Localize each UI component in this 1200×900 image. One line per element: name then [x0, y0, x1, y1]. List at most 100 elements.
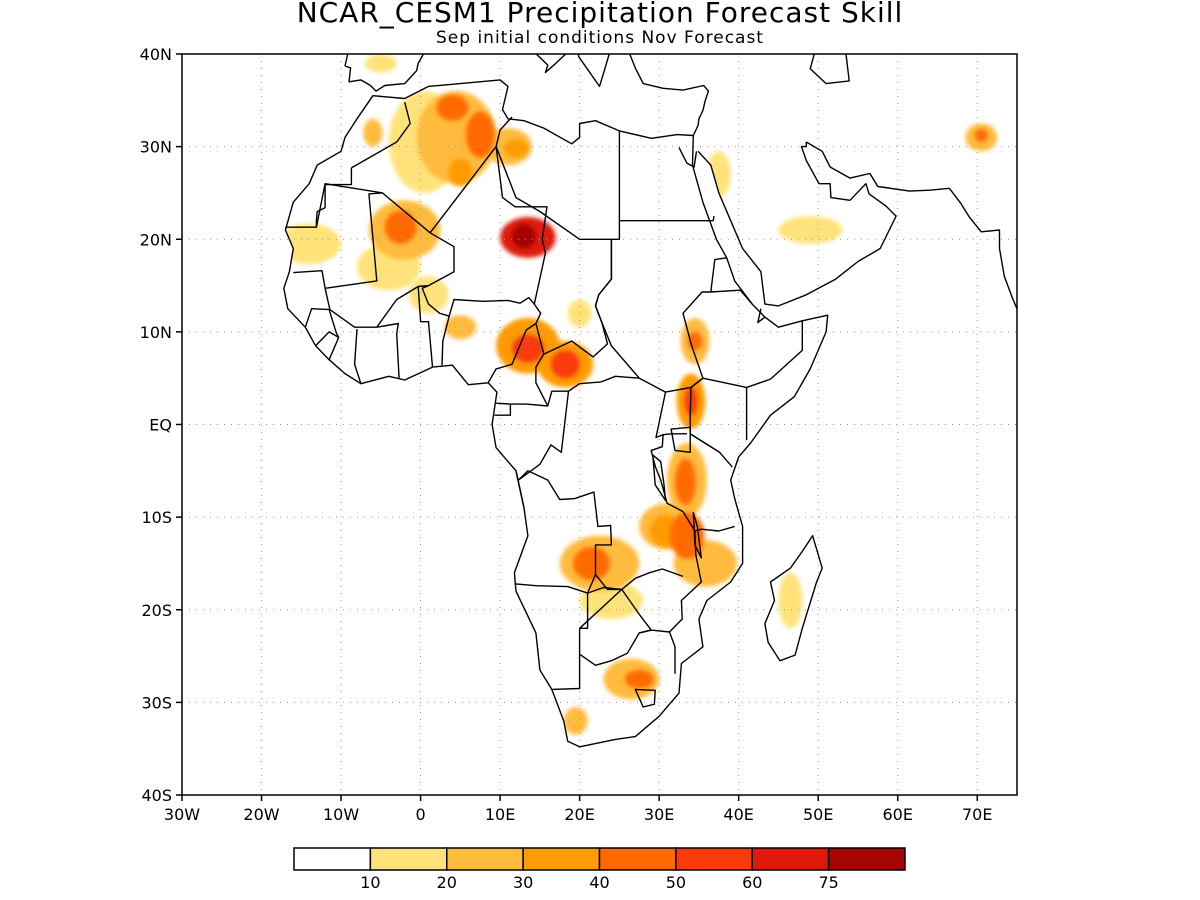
colorbar-label: 60: [742, 873, 762, 892]
lat-tick-label: 10S: [141, 508, 172, 527]
lat-tick-label: 20S: [141, 601, 172, 620]
skill-region: [512, 334, 544, 363]
country-border: [293, 183, 384, 289]
colorbar-swatch: [598, 847, 677, 871]
skill-region: [444, 315, 477, 340]
coastline-iberia: [344, 54, 425, 92]
lake-outline: [692, 511, 702, 559]
lon-tick-label: 30E: [644, 805, 674, 824]
lon-tick-label: 60E: [882, 805, 912, 824]
coastline-sri-lanka: [1054, 334, 1072, 369]
country-border: [689, 433, 721, 454]
skill-region: [669, 512, 705, 559]
country-border: [417, 286, 434, 368]
skill-region: [573, 546, 610, 581]
coastline-iran: [805, 141, 950, 192]
lon-tick-label: 20E: [564, 805, 594, 824]
country-border: [315, 331, 340, 347]
skill-region: [624, 669, 654, 689]
country-border: [650, 391, 702, 674]
skill-region: [512, 224, 536, 249]
skill-region: [974, 129, 988, 142]
skill-region: [778, 572, 803, 629]
colorbar-swatch: [293, 847, 372, 871]
skill-region: [283, 223, 342, 265]
colorbar: 10 20 30 40 50 60 75: [293, 847, 906, 892]
skill-region: [384, 210, 417, 244]
map-subtitle: Sep initial conditions Nov Forecast: [436, 28, 764, 48]
country-border: [421, 146, 548, 317]
colorbar-label: 30: [513, 873, 533, 892]
country-border: [663, 433, 687, 436]
skill-region: [363, 118, 383, 147]
lon-tick-label: 50E: [803, 805, 833, 824]
latitude-axis: 40N 30N 20N 10N EQ 10S 20S 30S 40S: [140, 45, 182, 805]
country-border: [351, 102, 411, 169]
skill-region: [778, 216, 843, 244]
colorbar-label: 75: [818, 873, 838, 892]
coastline-caspian: [809, 54, 850, 85]
coastline-india: [948, 187, 1017, 311]
skill-region: [436, 94, 469, 121]
colorbar-label: 50: [666, 873, 686, 892]
country-border: [487, 322, 537, 384]
lat-tick-label: EQ: [149, 416, 172, 435]
skill-region: [465, 111, 495, 158]
lat-tick-label: 40S: [141, 786, 172, 805]
plot-area: [182, 54, 1072, 795]
lat-tick-label: 10N: [140, 323, 172, 342]
colorbar-label: 20: [437, 873, 457, 892]
skill-region: [448, 158, 473, 187]
country-border: [579, 588, 670, 633]
lon-tick-label: 70E: [962, 805, 992, 824]
lon-tick-label: 40E: [723, 805, 753, 824]
colorbar-label: 40: [589, 873, 609, 892]
country-border: [514, 568, 684, 594]
longitude-axis: 30W 20W 10W 0 10E 20E 30E 40E 50E 60E 70E: [164, 795, 992, 824]
coastline-sinai: [678, 147, 698, 168]
lon-tick-label: 10W: [323, 805, 359, 824]
map-title: NCAR_CESM1 Precipitation Forecast Skill: [296, 0, 904, 29]
lake-outline: [634, 688, 656, 708]
skill-region: [504, 139, 528, 158]
skill-region: [364, 54, 397, 73]
country-border: [494, 402, 512, 416]
country-border: [328, 309, 340, 360]
skill-region: [550, 350, 580, 379]
country-border: [757, 308, 766, 324]
country-border: [710, 289, 753, 305]
lake-outline: [652, 454, 667, 502]
country-border: [376, 322, 400, 379]
colorbar-swatch: [751, 847, 830, 871]
colorbar-swatch: [827, 847, 906, 871]
skill-region: [408, 276, 449, 314]
country-border: [353, 329, 362, 384]
country-border: [594, 239, 727, 393]
lat-tick-label: 40N: [140, 45, 172, 64]
colorbar-swatch: [446, 847, 524, 871]
coastline-madagascar: [764, 535, 823, 662]
country-border: [515, 470, 525, 509]
colorbar-swatch: [522, 847, 601, 871]
lat-tick-label: 20N: [140, 230, 172, 249]
coastline-levant: [629, 54, 710, 136]
plot-frame: [181, 53, 1018, 796]
country-border: [535, 353, 549, 407]
coastline-africa: [283, 79, 829, 748]
country-border: [517, 391, 570, 481]
country-border: [304, 308, 330, 328]
lon-tick-label: 10E: [485, 805, 515, 824]
country-border: [712, 215, 715, 221]
gridlines: [182, 54, 1017, 795]
country-border: [441, 315, 450, 366]
lon-tick-label: 20W: [243, 805, 279, 824]
lon-tick-label: 0: [415, 805, 425, 824]
colorbar-swatch: [675, 847, 753, 871]
skill-region: [563, 707, 588, 735]
lon-tick-label: 30W: [164, 805, 200, 824]
geography-outlines: [283, 54, 1072, 748]
country-border: [639, 629, 652, 634]
skill-shading: [283, 54, 998, 735]
country-border: [429, 116, 513, 234]
